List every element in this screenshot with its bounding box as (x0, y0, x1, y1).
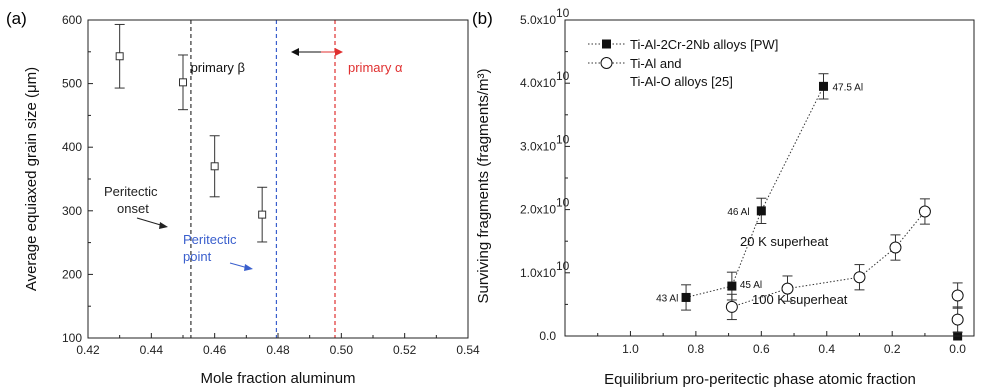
legend-label-2b: Ti-Al-O alloys [25] (630, 74, 733, 89)
onset-arrowhead (159, 222, 168, 229)
b-s0-point-2 (756, 206, 766, 216)
b-s0-point-3 (818, 81, 828, 91)
a-ytick-label: 600 (62, 13, 82, 27)
legend-label-2a: Ti-Al and (630, 56, 682, 71)
b-ytick-label: 1.0x10 (520, 266, 556, 280)
b-point-label: 43 Al (656, 293, 678, 304)
b-ytick-label: 3.0x10 (520, 139, 556, 153)
onset-arrow (136, 217, 165, 227)
b-s0-point-0 (681, 292, 691, 302)
panel-b-series: 43 Al 45 Al 46 Al 47.5 Al (656, 73, 964, 341)
b-s1-point-3 (889, 241, 902, 254)
peritectic-onset-line2: onset (117, 201, 149, 216)
a-point-0 (115, 52, 124, 61)
panel-a-points (114, 23, 268, 243)
a-ytick-label: 500 (62, 77, 82, 91)
beta-arrowhead (291, 48, 299, 56)
b-s0-point-1 (727, 281, 737, 291)
b-ytick-exponent: 10 (556, 6, 570, 20)
panel-b: (b) 1.0 0.8 0.6 0.4 0.2 0.00.01.0x10 102.0x10 1… (472, 6, 975, 388)
b-ytick-label: 0.0 (539, 329, 556, 343)
a-point-1 (179, 78, 187, 87)
panel-b-label: (b) (472, 9, 493, 28)
b-ytick-exponent: 10 (556, 259, 570, 273)
alpha-arrowhead (335, 48, 343, 56)
b-series-1-line (731, 211, 926, 308)
point-arrowhead (244, 264, 253, 271)
a-ytick-label: 100 (62, 331, 82, 345)
b-point-label: 45 Al (740, 280, 762, 291)
b-s1-point-4 (918, 205, 931, 218)
panel-a-xlabel: Mole fraction aluminum (200, 370, 355, 387)
legend-marker-2 (600, 57, 613, 69)
primary-beta-label: primary β (191, 60, 245, 75)
panel-a-ylabel: Average equiaxed grain size (μm) (23, 67, 40, 291)
panel-b-ylabel: Surviving fragments (fragments/m³) (475, 68, 492, 303)
superheat-20-label: 20 K superheat (740, 234, 829, 249)
b-ytick-exponent: 10 (556, 69, 570, 83)
b-xtick-label: 0.0 (949, 342, 966, 356)
b-s1-point-5 (951, 289, 964, 302)
b-ytick-exponent: 10 (556, 196, 570, 210)
panel-b-xlabel: Equilibrium pro-peritectic phase atomic … (604, 371, 916, 388)
panel-a-vlines (190, 20, 336, 338)
peritectic-point-line2: point (183, 249, 212, 264)
b-ytick-label: 4.0x10 (520, 76, 556, 90)
b-xtick-label: 0.8 (688, 342, 705, 356)
b-xtick-label: 0.4 (818, 342, 835, 356)
legend-label-1: Ti-Al-2Cr-2Nb alloys [PW] (630, 37, 778, 52)
legend-marker-1 (602, 39, 611, 49)
a-xtick-label: 0.52 (393, 343, 417, 357)
b-s1-point-0 (725, 300, 738, 313)
b-xtick-label: 0.2 (884, 342, 901, 356)
a-xtick-label: 0.50 (330, 343, 354, 357)
legend: Ti-Al-2Cr-2Nb alloys [PW] Ti-Al and Ti-A… (588, 37, 778, 89)
a-xtick-label: 0.54 (456, 343, 480, 357)
panel-b-frame (564, 19, 975, 337)
peritectic-point-line1: Peritectic (183, 232, 237, 247)
b-s1-point-2 (853, 271, 866, 284)
panel-a-label: (a) (6, 9, 27, 28)
a-ytick-label: 400 (62, 140, 82, 154)
a-point-3 (258, 210, 267, 219)
b-series-0-line (685, 86, 824, 298)
b-s1-point-6 (951, 313, 964, 326)
b-ytick-label: 5.0x10 (520, 13, 556, 27)
a-xtick-label: 0.42 (76, 343, 100, 357)
b-ytick-exponent: 10 (556, 132, 570, 146)
b-ytick-label: 2.0x10 (520, 203, 556, 217)
b-xtick-label: 0.6 (753, 342, 770, 356)
a-xtick-label: 0.44 (140, 343, 164, 357)
primary-alpha-label: primary α (348, 60, 403, 75)
a-ytick-label: 300 (62, 204, 82, 218)
panel-b-ticks: 1.0 0.8 0.6 0.4 0.2 0.00.01.0x10 102.0x10 103.0… (520, 6, 966, 356)
a-xtick-label: 0.46 (203, 343, 227, 357)
a-point-2 (210, 162, 219, 171)
superheat-100-label: 100 K superheat (752, 292, 848, 307)
panel-a: (a) 0.42 0.44 0.46 0.48 0.50 0.52 0.54 100 200 30… (6, 9, 480, 387)
peritectic-onset-line1: Peritectic (104, 184, 158, 199)
b-s1-point-1 (781, 282, 794, 295)
a-xtick-label: 0.48 (266, 343, 290, 357)
panel-a-frame (87, 19, 469, 339)
b-point-label: 46 Al (727, 207, 749, 218)
a-ytick-label: 200 (62, 267, 82, 281)
b-point-label: 47.5 Al (832, 82, 863, 93)
b-xtick-label: 1.0 (622, 342, 639, 356)
